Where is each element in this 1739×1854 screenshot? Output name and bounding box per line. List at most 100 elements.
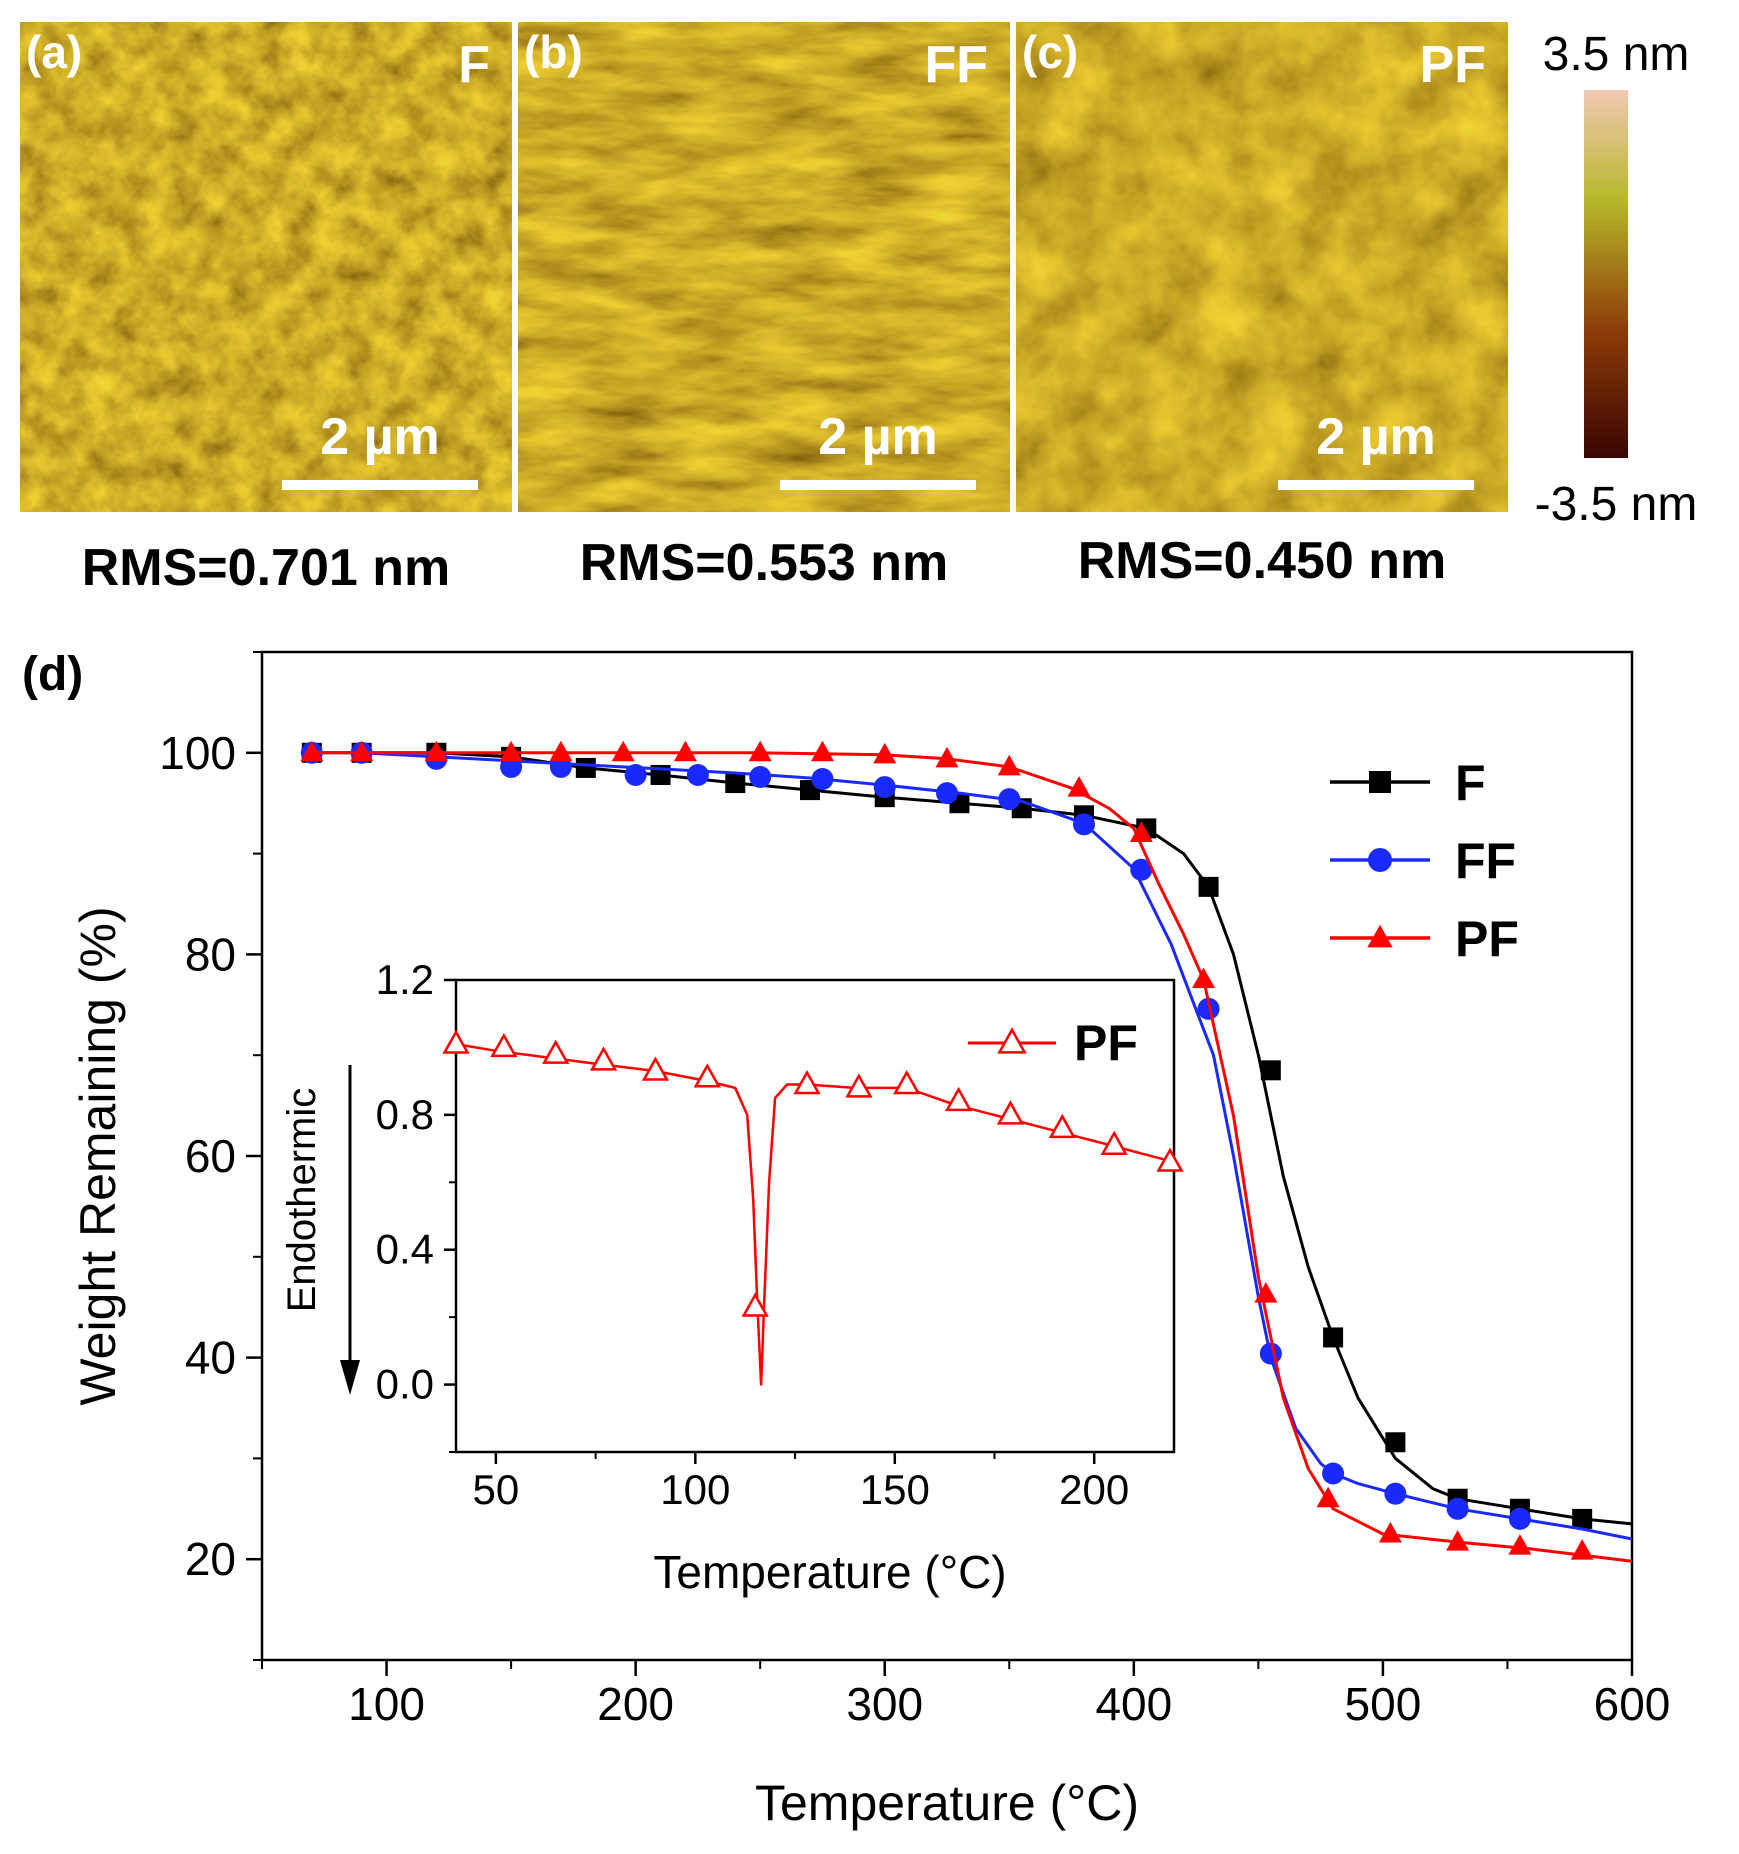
data-point-pf <box>424 740 448 762</box>
legend-marker-ff <box>1368 848 1392 872</box>
rms-label-a: RMS=0.701 nm <box>82 539 451 597</box>
legend-marker-pf <box>1367 924 1393 948</box>
x-tick-label: 300 <box>846 1678 923 1730</box>
data-point-ff <box>686 763 709 786</box>
data-point-pf <box>845 1073 873 1098</box>
y-tick-label: 0.0 <box>376 1361 434 1408</box>
y-tick-label: 100 <box>159 727 236 779</box>
x-tick-label: 400 <box>1095 1678 1172 1730</box>
panel-letter-d: (d) <box>22 648 83 701</box>
data-point-f <box>1323 1327 1344 1348</box>
data-point-ff <box>998 788 1021 811</box>
x-tick-label: 100 <box>348 1678 425 1730</box>
series-line-ff <box>311 751 1633 1541</box>
scale-bar-c <box>1278 480 1474 490</box>
data-point-ff <box>500 755 523 778</box>
scale-bar-b <box>780 480 976 490</box>
legend-marker-f <box>1369 771 1391 793</box>
data-point-f <box>1385 1432 1406 1453</box>
data-point-ff <box>811 768 834 791</box>
data-point-pf <box>1508 1534 1532 1555</box>
x-tick-label: 500 <box>1345 1678 1422 1730</box>
data-point-pf <box>350 740 374 762</box>
data-point-pf <box>1316 1486 1340 1508</box>
y-tick-label: 40 <box>185 1332 236 1384</box>
x-tick-label: 100 <box>660 1466 730 1513</box>
data-point-pf <box>1378 1522 1402 1543</box>
main-x-axis-title: Temperature (°C) <box>755 1775 1139 1831</box>
rms-label-c: RMS=0.450 nm <box>1078 532 1447 590</box>
data-point-ff <box>936 782 958 805</box>
inset-legend-marker <box>997 1027 1027 1054</box>
sample-tag-ff: FF <box>924 36 988 94</box>
inset-legend: PF <box>968 1015 1138 1071</box>
data-point-pf <box>1192 967 1216 989</box>
x-tick-label: 150 <box>860 1466 930 1513</box>
panel-letter-c: (c) <box>1022 26 1078 78</box>
tga-chart: 100 200 300 400 500 600 20 40 60 80 100 Temperatur… <box>70 650 1670 1831</box>
sample-tag-f: F <box>458 36 490 94</box>
inset-x-axis-title: Temperature (°C) <box>653 1546 1006 1598</box>
data-point-pf <box>944 1086 973 1112</box>
x-tick-label: 50 <box>473 1466 520 1513</box>
data-point-pf <box>1446 1530 1470 1551</box>
legend-label-f: F <box>1455 755 1486 811</box>
data-point-pf <box>693 1063 721 1088</box>
data-point-pf <box>873 742 897 764</box>
data-point-ff <box>749 765 772 788</box>
y-tick-label: 80 <box>185 928 236 980</box>
data-point-pf <box>1156 1147 1184 1172</box>
inset-axes: 50 100 150 200 0.0 0.4 0.8 1.2 <box>376 956 1130 1513</box>
panel-letter-b: (b) <box>524 26 583 78</box>
main-axes: 100 200 300 400 500 600 20 40 60 80 100 <box>159 651 1670 1730</box>
data-point-pf <box>611 740 635 762</box>
data-point-pf <box>1570 1539 1594 1560</box>
data-point-pf <box>997 754 1021 776</box>
data-point-pf <box>300 740 324 762</box>
colorbar-gradient <box>1584 90 1628 458</box>
data-point-pf <box>1100 1130 1128 1155</box>
inset-series <box>442 1029 1184 1386</box>
main-y-axis-title: Weight Remaining (%) <box>70 906 126 1405</box>
data-point-f <box>725 773 746 794</box>
data-point-pf <box>589 1046 618 1071</box>
scale-bar-a <box>282 480 478 490</box>
data-point-pf <box>935 746 959 768</box>
data-point-pf <box>442 1029 470 1054</box>
afm-panel-b: (b) FF 2 µm <box>518 22 1010 512</box>
data-point-pf <box>1254 1282 1278 1303</box>
data-point-ff <box>1322 1462 1345 1485</box>
legend-label-pf: PF <box>1455 911 1519 967</box>
data-point-pf <box>549 740 573 762</box>
legend-label-ff: FF <box>1455 833 1516 889</box>
y-tick-label: 0.4 <box>376 1226 434 1273</box>
y-tick-label: 0.8 <box>376 1091 434 1138</box>
y-tick-label: 60 <box>185 1130 236 1182</box>
data-point-f <box>1260 1060 1281 1081</box>
data-point-pf <box>673 740 697 762</box>
dsc-inset-chart: 50 100 150 200 0.0 0.4 0.8 1.2 Temperature (°C)… <box>280 956 1184 1598</box>
scale-bar-label-a: 2 µm <box>320 408 440 466</box>
data-point-ff <box>1259 1342 1282 1365</box>
y-tick-label: 1.2 <box>376 956 434 1003</box>
data-point-pf <box>1067 776 1091 797</box>
data-point-pf <box>1129 821 1153 842</box>
inset-plot-frame <box>454 978 1176 1454</box>
data-point-ff <box>1073 813 1095 836</box>
y-tick-label: 20 <box>185 1533 236 1585</box>
data-point-pf <box>1048 1113 1076 1139</box>
data-point-ff <box>1508 1507 1531 1530</box>
rms-label-b: RMS=0.553 nm <box>580 534 949 592</box>
endothermic-arrow <box>340 1065 360 1395</box>
data-point-ff <box>1446 1497 1469 1520</box>
data-point-f <box>1198 876 1219 897</box>
data-point-ff <box>1130 858 1153 881</box>
inset-legend-label: PF <box>1074 1015 1138 1071</box>
colorbar-min-label: -3.5 nm <box>1535 478 1698 531</box>
data-point-pf <box>641 1056 670 1081</box>
data-point-pf <box>810 740 834 762</box>
scale-bar-label-b: 2 µm <box>818 408 938 466</box>
data-point-ff <box>873 776 896 799</box>
data-point-ff <box>1384 1482 1407 1505</box>
